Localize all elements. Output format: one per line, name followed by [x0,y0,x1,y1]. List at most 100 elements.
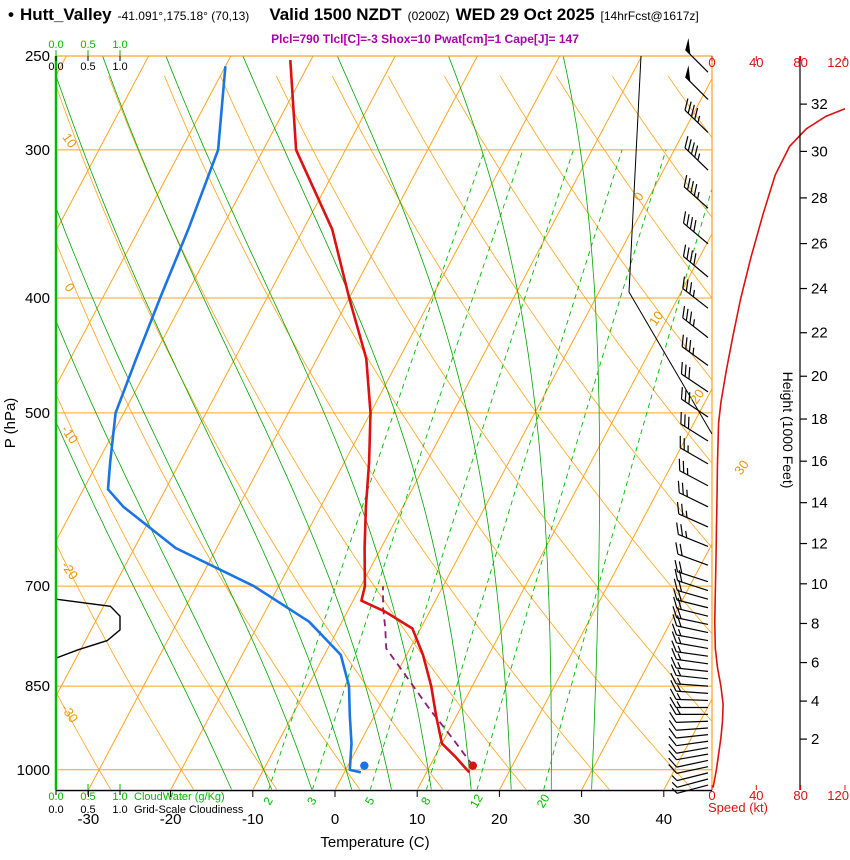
svg-text:0: 0 [708,55,715,70]
svg-text:-10: -10 [242,811,264,828]
svg-text:-10: -10 [58,422,81,446]
svg-text:10: 10 [646,308,667,328]
svg-text:Temperature (C): Temperature (C) [320,834,429,851]
grid [56,56,712,790]
svg-text:26: 26 [811,236,828,253]
svg-text:P (hPa): P (hPa) [2,398,19,449]
svg-text:8: 8 [811,615,819,632]
svg-text:0: 0 [331,811,339,828]
valid-time: Valid 1500 NZDT [269,5,402,24]
sounding-indices: Plcl=790 Tlcl[C]=-3 Shox=10 Pwat[cm]=1 C… [271,32,579,46]
svg-text:-30: -30 [58,701,81,725]
svg-text:20: 20 [491,811,508,828]
svg-text:32: 32 [811,96,828,113]
svg-text:10: 10 [59,130,80,150]
surface-temp-dot [468,761,478,770]
station-name: Hutt_Valley [19,5,112,24]
svg-text:10: 10 [811,576,828,593]
svg-text:20: 20 [687,386,708,406]
valid-date: WED 29 Oct 2025 [455,5,595,24]
svg-text:24: 24 [811,281,828,298]
svg-text:300: 300 [25,142,50,159]
svg-text:-20: -20 [58,558,81,582]
svg-text:40: 40 [749,55,763,70]
mixing-ratio-labels: 2 3 5 8 12 20 [260,791,552,810]
svg-text:1000: 1000 [17,762,50,779]
svg-text:40: 40 [749,788,763,803]
svg-text:1.0: 1.0 [112,791,127,803]
svg-text:4: 4 [811,693,819,710]
dewpoint-curve [106,66,362,774]
svg-text:12: 12 [811,536,828,553]
svg-text:3: 3 [304,794,320,807]
svg-text:1.0: 1.0 [112,804,127,816]
svg-text:30: 30 [731,457,752,477]
svg-text:8: 8 [418,794,434,807]
station-coords: -41.091°,175.18° (70,13) [117,9,250,23]
mixing-ratio-lines [268,149,712,790]
svg-text:12: 12 [467,791,486,810]
svg-text:30: 30 [573,811,590,828]
pressure-gridlines [56,149,712,771]
cloudiness-profile [56,598,121,659]
svg-text:80: 80 [793,788,807,803]
svg-text:0: 0 [708,788,715,803]
profiles [106,60,474,774]
svg-text:Speed (kt): Speed (kt) [708,800,768,815]
svg-text:0.5: 0.5 [80,39,95,51]
svg-text:850: 850 [25,678,50,695]
svg-text:0: 0 [61,280,77,295]
svg-text:0.0: 0.0 [48,791,63,803]
speed-axis: 0 0 40 40 80 80 120 120 Speed (kt) [708,55,849,815]
svg-text:Grid-Scale Cloudiness: Grid-Scale Cloudiness [134,804,244,816]
svg-text:120: 120 [827,55,849,70]
svg-text:0.0: 0.0 [48,39,63,51]
svg-text:-30: -30 [78,811,100,828]
temperature-curve [289,60,471,774]
wind-speed-curve [712,108,846,788]
svg-text:20: 20 [811,368,828,385]
svg-text:250: 250 [25,48,50,65]
svg-text:0.5: 0.5 [80,61,95,73]
svg-text:2: 2 [260,794,276,807]
svg-text:16: 16 [811,453,828,470]
svg-text:14: 14 [811,495,828,512]
svg-text:80: 80 [793,55,807,70]
dry-adiabats [56,75,712,790]
svg-text:0.0: 0.0 [48,61,63,73]
svg-text:40: 40 [655,811,672,828]
moist-adiabats [56,56,601,790]
svg-text:2: 2 [811,731,819,748]
svg-text:0.5: 0.5 [80,791,95,803]
svg-text:20: 20 [534,791,553,810]
station-bullet: • [8,5,14,24]
aux-line [628,55,713,435]
svg-text:5: 5 [362,794,378,807]
svg-text:400: 400 [25,290,50,307]
svg-text:6: 6 [811,655,819,672]
wind-barbs [668,38,709,794]
forecast-info: [14hrFcst@1617z] [600,9,699,23]
cloudwater-axis: 0.0 0.0 0.5 0.5 1.0 1.0 CloudWater (g/Kg) [48,39,224,803]
svg-text:30: 30 [811,143,828,160]
svg-text:-20: -20 [160,811,182,828]
svg-text:28: 28 [811,190,828,207]
plot-border [54,55,713,792]
cloudiness-axis: 0.00.00.50.51.01.0 Grid-Scale Cloudiness [48,56,244,816]
svg-text:1.0: 1.0 [112,39,127,51]
svg-text:120: 120 [827,788,849,803]
svg-text:0.5: 0.5 [80,804,95,816]
surface-dewpoint-dot [360,761,369,770]
svg-text:Height (1000 Feet): Height (1000 Feet) [780,372,796,489]
svg-text:700: 700 [25,578,50,595]
svg-text:0.0: 0.0 [48,804,63,816]
svg-text:18: 18 [811,411,828,428]
svg-text:500: 500 [25,405,50,422]
svg-text:0: 0 [630,189,646,204]
title-bar: • Hutt_Valley -41.091°,175.18° (70,13) V… [8,5,848,25]
svg-text:1.0: 1.0 [112,61,127,73]
